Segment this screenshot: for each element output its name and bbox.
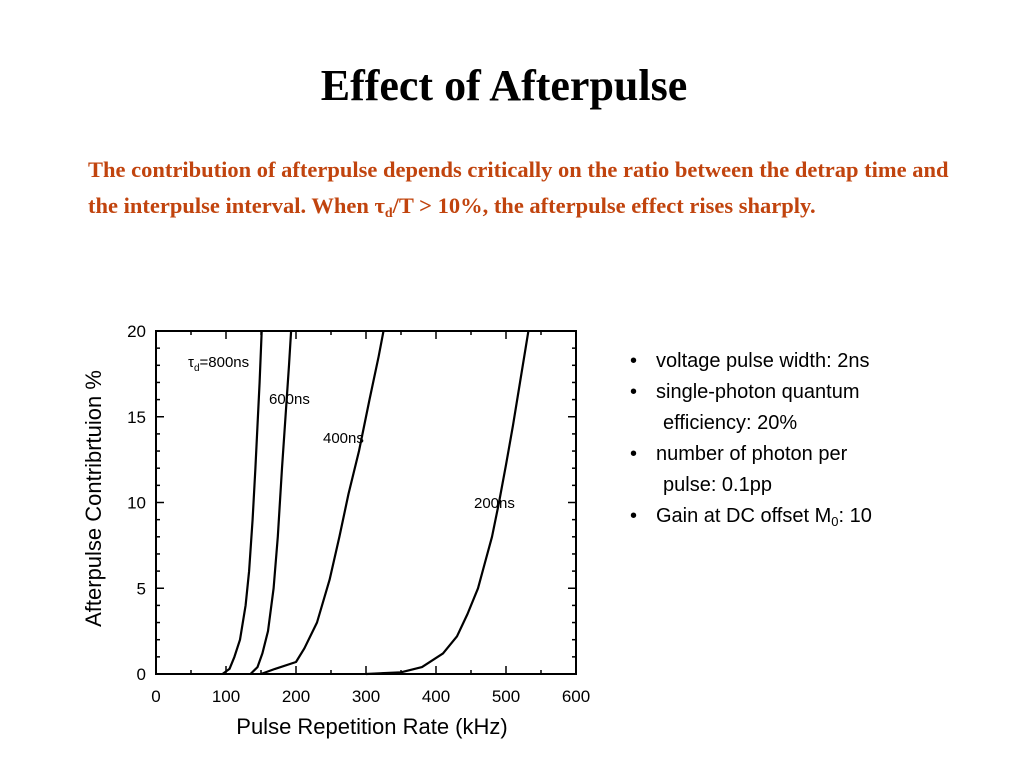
bullet-gain: • Gain at DC offset M0: 10 [630,501,872,532]
bullet-marker: • [630,443,638,465]
x-tick-label: 400 [422,687,450,706]
bullet-text-continued: efficiency: 20% [663,412,798,434]
bullet-marker: • [630,350,638,372]
bullet-text-tail: : 10 [838,505,872,527]
bullet-text: voltage pulse width: 2ns [656,350,870,372]
intro-tau: τ [374,193,385,218]
intro-part1: The contribution of afterpulse depends c… [88,157,949,218]
series-label-2: 600ns [269,391,310,408]
series-line-4 [365,330,530,676]
bullet-text-continued: pulse: 0.1pp [663,474,772,496]
series-label-1: τd=800ns [188,354,249,374]
parameter-list: • voltage pulse width: 2ns • single-photon… [630,346,872,532]
series-label-3: 400ns [323,430,364,447]
series-line-1 [221,330,263,675]
intro-text: The contribution of afterpulse depends c… [88,152,958,232]
slide-title: Effect of Afterpulse [320,61,688,110]
bullet-photons-per-pulse: • number of photon per pulse: 0.1pp [630,439,872,501]
bullet-text: single-photon quantum [656,381,860,403]
series-line-2 [249,330,293,675]
bullet-subscript: 0 [831,514,839,529]
bullet-marker: • [630,505,638,527]
x-axis-label: Pulse Repetition Rate (kHz) [236,714,507,739]
y-tick-label: 5 [137,579,146,598]
series-label-value: =800ns [200,354,250,371]
y-tick-label: 10 [127,494,146,513]
intro-tau-subscript: d [384,206,393,221]
series-label-subscript: d [194,363,200,374]
bullet-pulse-width: • voltage pulse width: 2ns [630,346,872,377]
x-tick-label: 300 [352,687,380,706]
bullet-text: Gain at DC offset M [656,505,832,527]
y-tick-label: 0 [137,665,146,684]
bullet-text: number of photon per [656,443,848,465]
y-tick-label: 20 [127,322,146,341]
x-tick-label: 600 [562,687,590,706]
series-label-4: 200ns [474,495,515,512]
x-tick-label: 500 [492,687,520,706]
x-tick-label: 100 [212,687,240,706]
series-label-symbol: τ [188,354,194,371]
intro-part2: /T > 10%, the afterpulse effect rises sh… [392,193,816,218]
x-tick-label: 200 [282,687,310,706]
series-line-3 [260,330,385,676]
x-tick-label: 0 [151,687,160,706]
y-axis-label: Afterpulse Contribrtuion % [81,370,106,627]
bullet-marker: • [630,381,638,403]
bullet-quantum-efficiency: • single-photon quantum efficiency: 20% [630,377,872,439]
y-tick-label: 15 [127,408,146,427]
